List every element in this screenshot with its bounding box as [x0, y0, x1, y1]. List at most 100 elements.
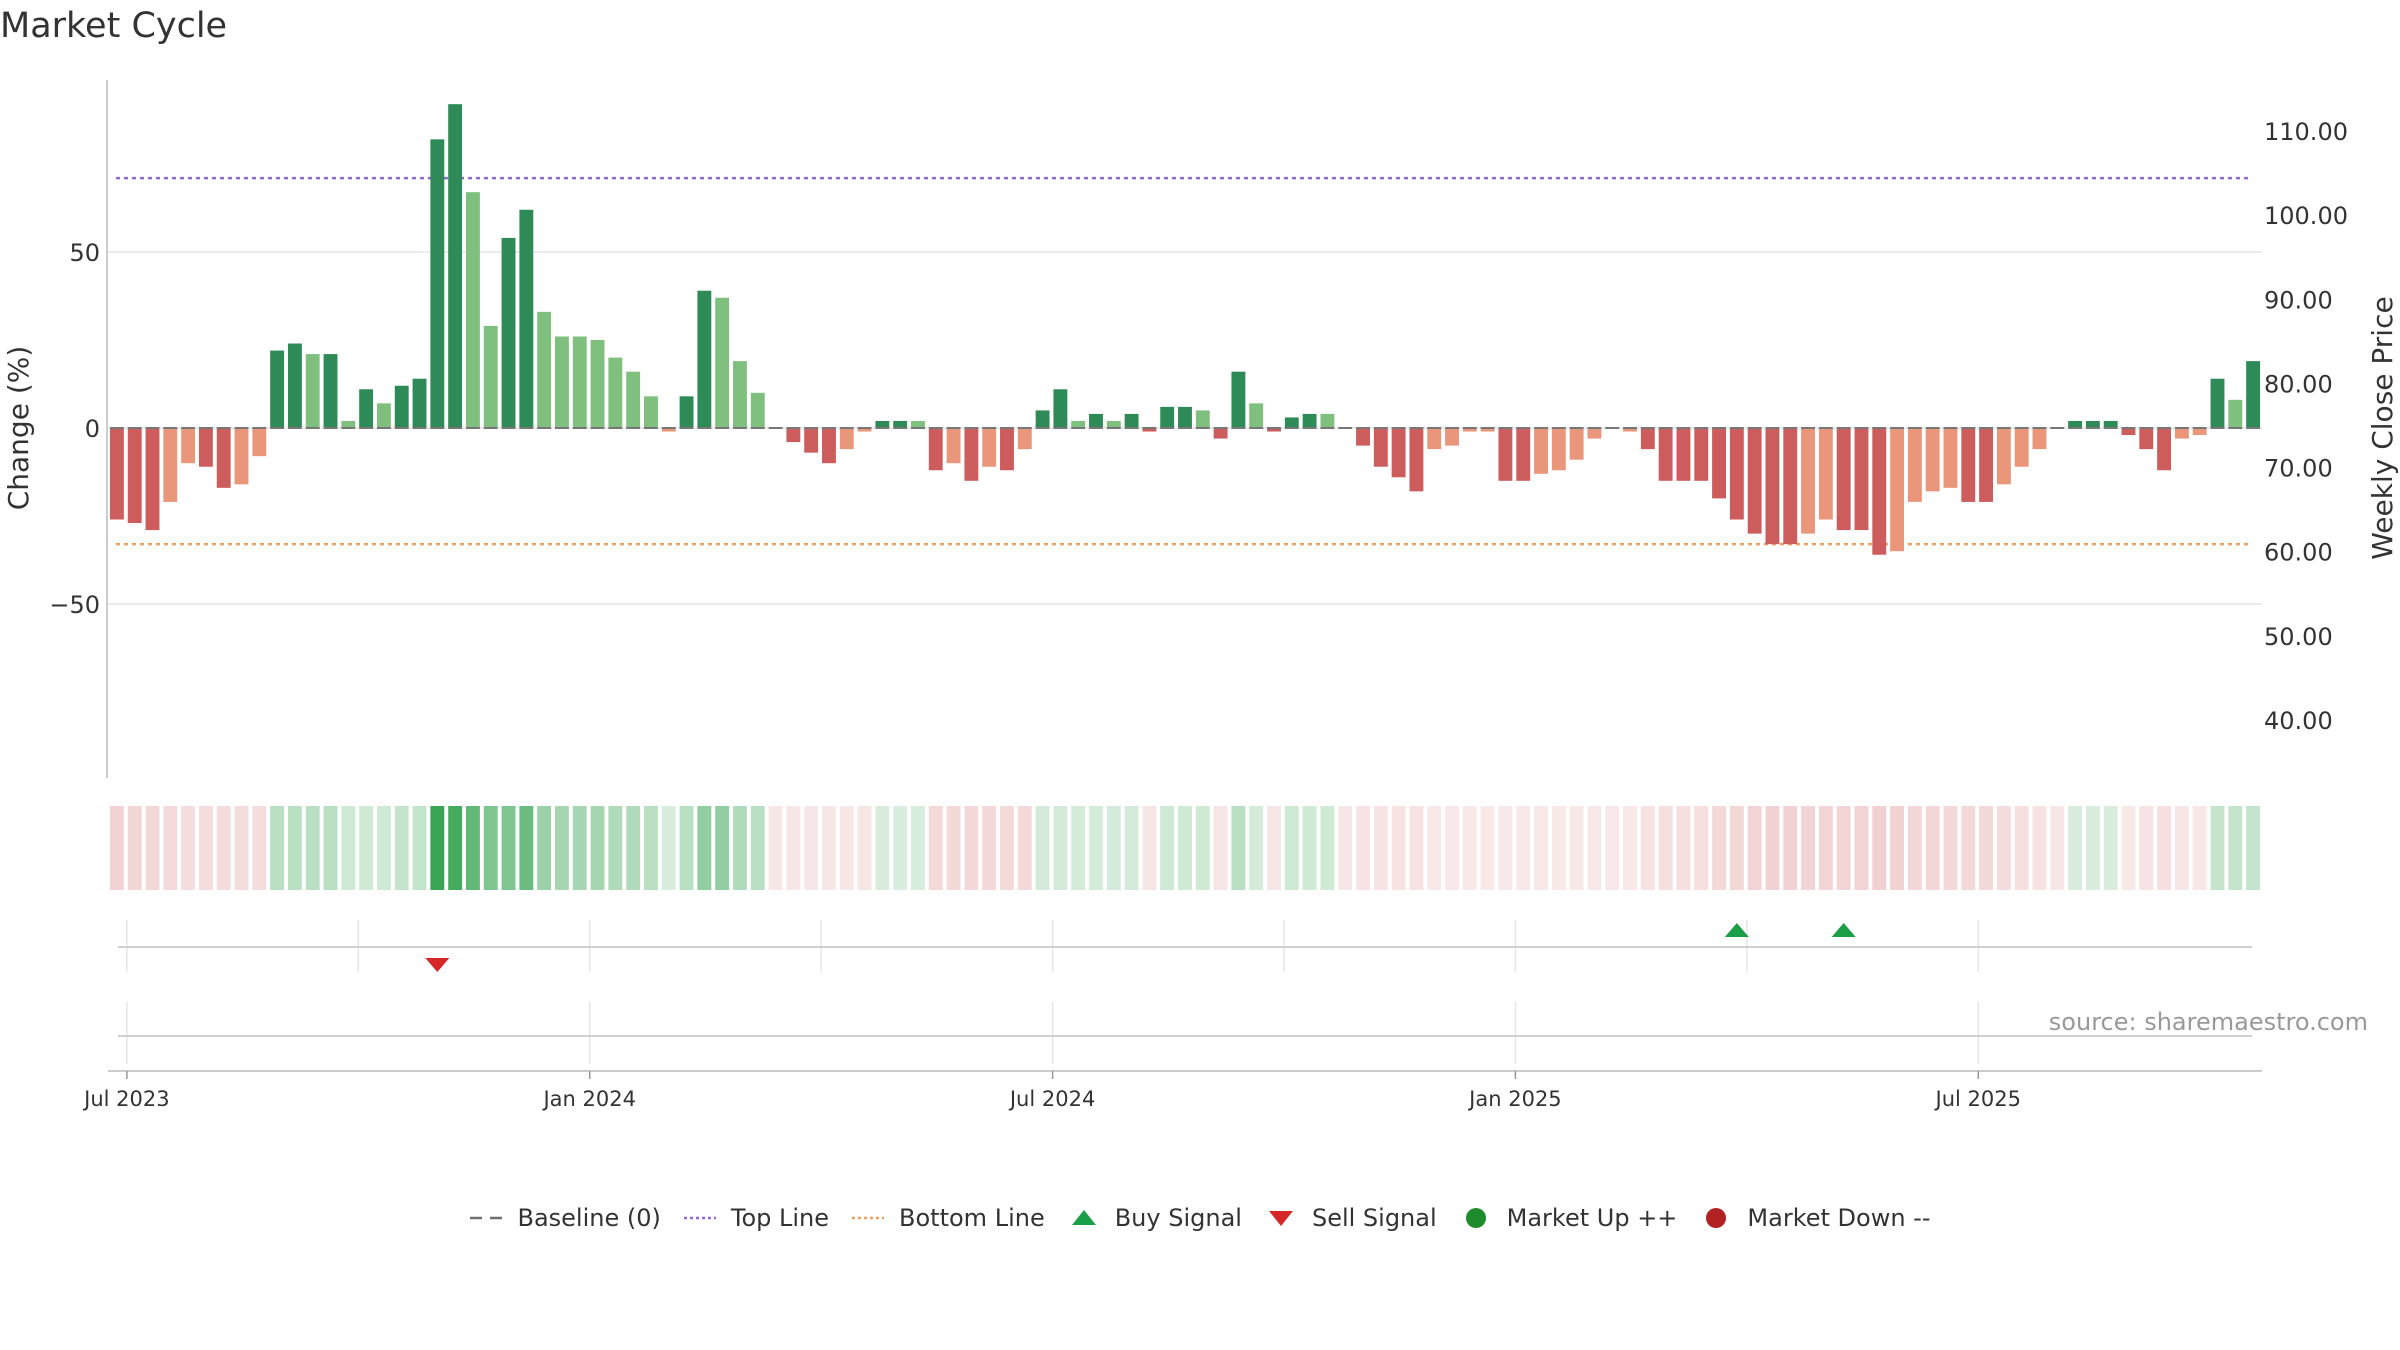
bar — [1836, 428, 1851, 531]
legend-label: Market Down -- — [1747, 1204, 1931, 1232]
bar — [252, 428, 267, 457]
heat-cell — [1943, 806, 1958, 890]
bar — [323, 354, 338, 428]
triangle-up-icon — [1071, 1210, 1096, 1225]
bar — [572, 336, 587, 428]
heat-cell — [1534, 806, 1548, 890]
bar — [1747, 428, 1762, 534]
heat-cell — [1302, 806, 1317, 890]
bar — [928, 428, 943, 471]
bar — [1498, 428, 1513, 481]
bar — [1373, 428, 1388, 467]
heat-cell — [1836, 806, 1851, 890]
dot-line-icon — [852, 1216, 885, 1220]
heat-cell — [2050, 806, 2065, 890]
y-tick-label: −50 — [49, 591, 100, 619]
bar — [1427, 428, 1442, 450]
dash-icon — [470, 1216, 503, 1220]
bar — [501, 237, 516, 428]
heat-cell — [1979, 806, 1994, 890]
y-tick-label: 0 — [85, 415, 100, 443]
bar — [430, 139, 445, 429]
legend-item[interactable]: Top Line — [683, 1204, 829, 1232]
legend-label: Sell Signal — [1311, 1204, 1437, 1232]
circle-glyph — [1465, 1208, 1486, 1228]
heat-cell — [1712, 806, 1726, 890]
heat-cell — [1498, 806, 1513, 890]
heat-cell — [982, 806, 997, 890]
heat-cell — [804, 806, 819, 890]
heat-cell — [341, 806, 356, 890]
heat-cell — [376, 806, 391, 890]
bar — [1943, 428, 1958, 488]
heat-cell — [1338, 806, 1353, 890]
bar — [750, 392, 765, 428]
heat-cell — [305, 806, 320, 890]
heat-cell — [1462, 806, 1477, 890]
bar — [2139, 428, 2154, 450]
heat-cell — [109, 806, 124, 890]
bar — [163, 428, 178, 502]
signal-panel — [118, 920, 2252, 1064]
heat-cell — [1142, 806, 1157, 890]
bar — [1979, 428, 1994, 502]
heat-cell — [1106, 806, 1121, 890]
bar — [1658, 428, 1673, 481]
heat-cell — [964, 806, 979, 890]
bar — [786, 428, 801, 443]
y2-tick-label: 40.00 — [2264, 707, 2333, 735]
bar — [946, 428, 961, 464]
heat-cell — [608, 806, 623, 890]
source-credit: source: sharemaestro.com — [2048, 1008, 2368, 1036]
heat-cell — [181, 806, 196, 890]
heat-cell — [1640, 806, 1655, 890]
heat-cell — [2157, 806, 2172, 890]
bar — [181, 428, 196, 464]
bar — [1480, 428, 1495, 432]
bar — [448, 104, 463, 428]
bar — [341, 420, 356, 428]
market-cycle-chart: 50 0 −50 110.00 100.00 90.00 80.00 70.00 60.00 50… — [2, 80, 2399, 1111]
bar — [1569, 428, 1584, 460]
bar — [2228, 399, 2243, 428]
bar — [2192, 428, 2207, 436]
y-tick-label: 50 — [69, 239, 100, 267]
legend-item[interactable]: Sell Signal — [1264, 1204, 1437, 1232]
sell-signal-marker — [425, 958, 450, 972]
y2-tick-label: 100.00 — [2264, 202, 2348, 230]
x-tick-label: Jul 2025 — [1934, 1087, 2021, 1111]
legend-item[interactable]: Bottom Line — [851, 1204, 1045, 1232]
legend-item[interactable]: Baseline (0) — [469, 1204, 661, 1232]
bar — [1818, 428, 1833, 520]
heat-cell — [750, 806, 765, 890]
bar — [1160, 406, 1175, 428]
legend-item[interactable]: Market Down -- — [1699, 1204, 1931, 1232]
bar — [2174, 428, 2189, 439]
heat-cell — [1676, 806, 1691, 890]
bar — [145, 428, 160, 531]
bar — [608, 357, 623, 428]
heat-cell — [1605, 806, 1620, 890]
legend-item[interactable]: Market Up ++ — [1459, 1204, 1677, 1232]
legend-label: Bottom Line — [899, 1204, 1045, 1232]
y2-axis-label: Weekly Close Price — [2366, 296, 2399, 559]
bar — [1890, 428, 1905, 552]
circle-icon — [1465, 1208, 1486, 1228]
legend-item[interactable]: Buy Signal — [1067, 1204, 1242, 1232]
heat-cell — [1961, 806, 1976, 890]
circle-icon — [1706, 1208, 1727, 1228]
heat-cell — [661, 806, 676, 890]
heat-cell — [697, 806, 712, 890]
bar — [554, 336, 569, 428]
bar — [1231, 371, 1246, 428]
heat-cell — [1551, 806, 1566, 890]
heat-cell — [1320, 806, 1335, 890]
heat-cell — [1178, 806, 1192, 890]
heat-cell — [893, 806, 908, 890]
bar — [537, 311, 552, 428]
bar — [376, 403, 391, 428]
heat-cell — [1035, 806, 1050, 890]
bar — [2085, 420, 2100, 428]
bar — [1178, 406, 1192, 428]
x-axis: Jul 2023 Jan 2024 Jul 2024 Jan 2025 Jul 2025 — [82, 1070, 2262, 1111]
